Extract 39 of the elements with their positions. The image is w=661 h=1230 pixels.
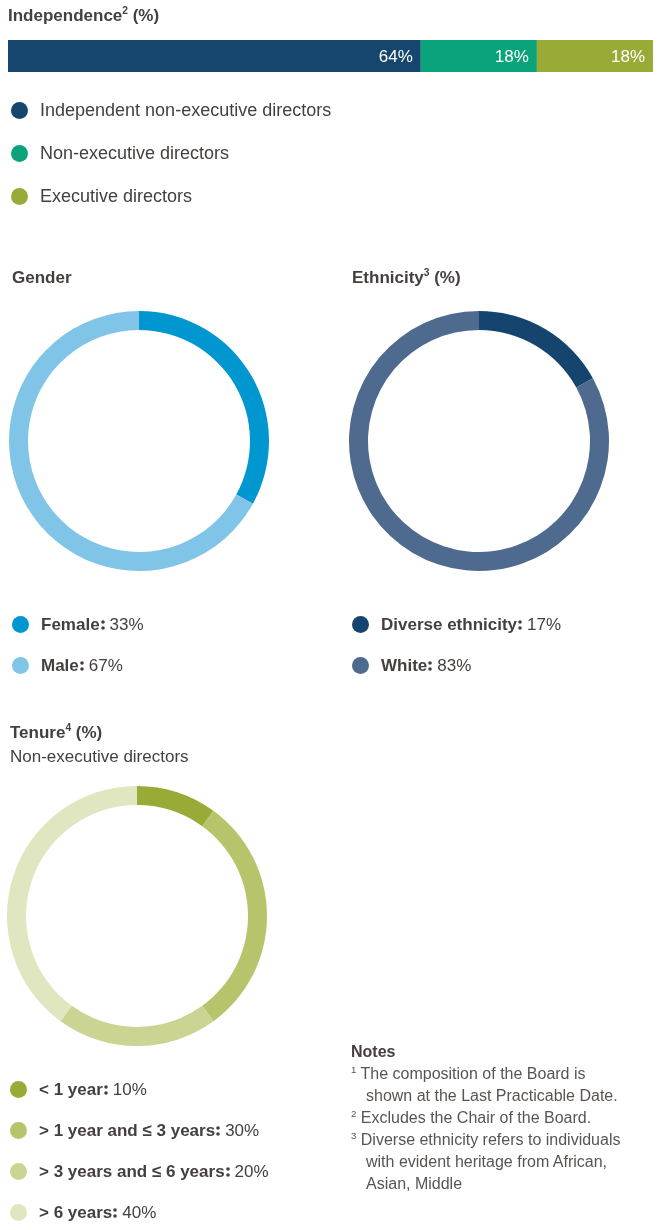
- data-label: 83%: [437, 655, 472, 675]
- donut-slice: [349, 311, 609, 571]
- data-label: 30%: [225, 1120, 260, 1140]
- legend-label: > 3 years and ≤ 6 years: [39, 1161, 225, 1181]
- legend-label: Female: [41, 614, 100, 634]
- legend-label: Independent non-executive directors: [39, 99, 333, 122]
- data-label: 64%: [378, 47, 413, 66]
- data-label: 67%: [88, 655, 123, 675]
- data-label: 18%: [494, 47, 529, 66]
- legend-label: White: [381, 655, 428, 675]
- data-label: 20%: [234, 1161, 269, 1181]
- legend-label: Male: [41, 655, 79, 675]
- data-label: 10%: [112, 1079, 147, 1099]
- text: Notes: [351, 1043, 397, 1061]
- legend-label: < 1 year: [39, 1079, 103, 1099]
- chart-subtitle: Non-executive directors: [10, 747, 190, 767]
- donut-slice: [139, 311, 269, 504]
- legend-label: Executive directors: [39, 185, 194, 208]
- legend-label: Diverse ethnicity: [381, 614, 518, 634]
- donut-slice: [60, 1005, 214, 1046]
- chart-title: Gender: [12, 268, 73, 288]
- legend-label: > 1 year and ≤ 3 years: [39, 1120, 216, 1140]
- text: $^{2}$ Excludes the Chair of the Board.: [351, 1107, 593, 1128]
- data-label: 18%: [610, 47, 645, 66]
- text: $^{1}$ The composition of the Board is shown at the Last Practicable Date.: [351, 1063, 619, 1106]
- data-label: 40%: [122, 1202, 157, 1222]
- chart-title: Ethnicity$^{3}$ (%): [352, 267, 462, 288]
- text: $^{3}$ Diverse ethnicity refers to individuals with evident heritage from African, Asian, Middle: [351, 1129, 622, 1194]
- legend-label: > 6 years: [39, 1202, 113, 1222]
- donut-slice: [137, 786, 214, 827]
- legend-label: Non-executive directors: [39, 142, 231, 165]
- donut-slice: [9, 311, 253, 571]
- donut-slice: [7, 786, 137, 1022]
- donut-slice: [479, 311, 593, 388]
- chart-title: Independence$^{2}$ (%): [8, 5, 161, 26]
- donut-slice: [202, 810, 267, 1022]
- data-label: 17%: [527, 614, 562, 634]
- chart-title: Tenure$^{4}$ (%): [10, 722, 104, 743]
- data-label: 33%: [109, 614, 144, 634]
